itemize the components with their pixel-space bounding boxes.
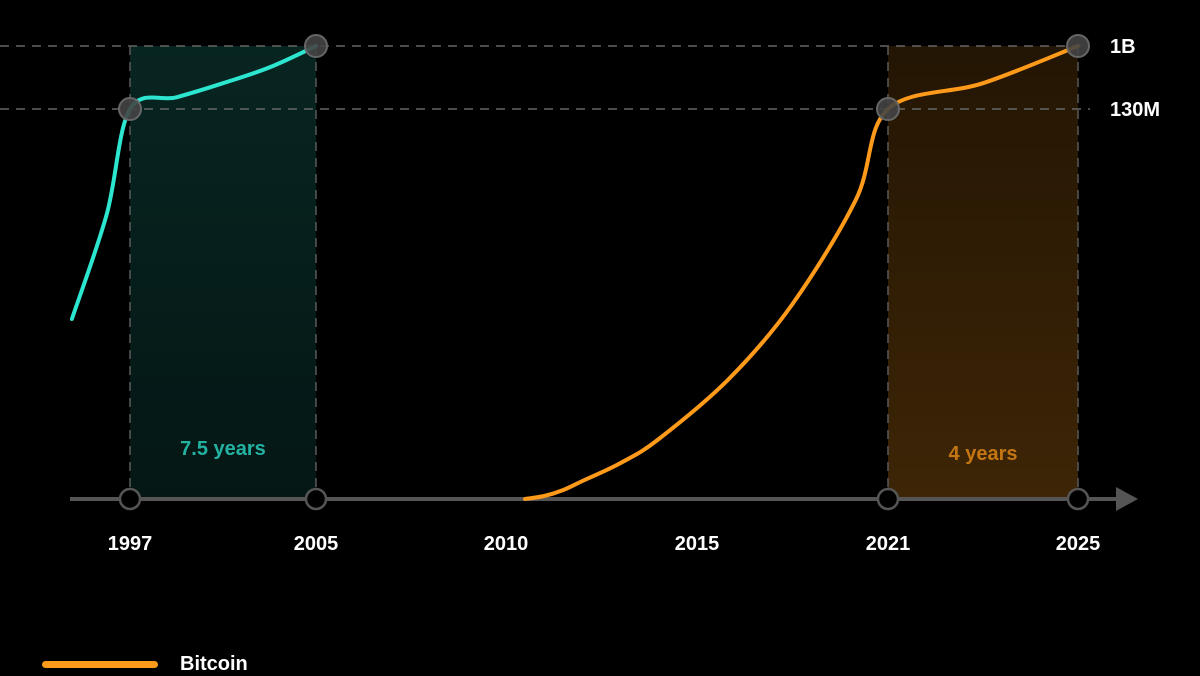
band-label: 7.5 years: [180, 438, 266, 460]
x-tick-label: 2015: [675, 533, 720, 555]
series-layer: [69, 44, 1080, 501]
series-line-bitcoin: [523, 44, 1080, 501]
guides-layer: [0, 45, 1090, 488]
x-axis-arrow: [1116, 487, 1138, 511]
bands-layer: [130, 46, 1078, 499]
data-point-marker: [876, 97, 900, 121]
highlight-band: [888, 46, 1078, 499]
x-tick-label: 2021: [866, 533, 911, 555]
x-tick-label: 1997: [108, 533, 153, 555]
level-label: 1B: [1110, 36, 1136, 58]
x-tick-label: 2005: [294, 533, 339, 555]
data-point-marker: [118, 97, 142, 121]
x-axis: [70, 487, 1138, 511]
axis-tick-marker: [118, 487, 142, 511]
level-label: 130M: [1110, 99, 1160, 121]
data-point-marker: [304, 34, 328, 58]
markers-layer: [118, 34, 1090, 511]
highlight-band: [130, 46, 316, 499]
labels-layer: 7.5 years 4 years 1B 130M 1997 2005 2010 2015 20…: [108, 36, 1160, 555]
axis-tick-marker: [876, 487, 900, 511]
legend-label-bitcoin: Bitcoin: [180, 652, 248, 675]
data-point-marker: [1066, 34, 1090, 58]
band-label: 4 years: [949, 443, 1018, 465]
axis-tick-marker: [1066, 487, 1090, 511]
axis-tick-marker: [304, 487, 328, 511]
legend: Bitcoin: [42, 652, 248, 676]
x-tick-label: 2010: [484, 533, 529, 555]
x-tick-label: 2025: [1056, 533, 1101, 555]
series-line-teal: [69, 44, 318, 321]
legend-swatch-bitcoin: [42, 660, 158, 668]
